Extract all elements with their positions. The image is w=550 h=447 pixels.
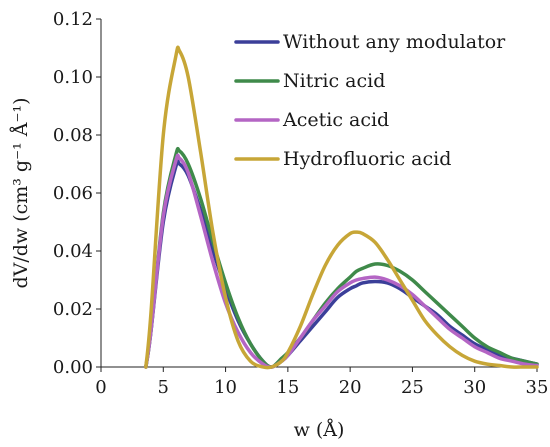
legend-label: Without any modulator [283, 31, 506, 53]
y-tick-label: 0.06 [53, 183, 93, 204]
x-tick-label: 15 [276, 377, 299, 398]
x-tick-label: 5 [158, 377, 169, 398]
x-tick-label: 0 [95, 377, 106, 398]
x-tick-label: 10 [214, 377, 237, 398]
y-tick-label: 0.12 [53, 9, 93, 30]
plot-area [144, 45, 539, 370]
x-axis-title: w (Å) [294, 419, 345, 441]
y-axis-title: dV/dw (cm³ g⁻¹ Å⁻¹) [10, 97, 32, 288]
legend-label: Acetic acid [282, 109, 389, 131]
y-tick-label: 0.10 [53, 67, 93, 88]
series-line-4 [144, 45, 539, 370]
series-line-1 [144, 159, 539, 369]
x-tick-label: 20 [339, 377, 362, 398]
series-line-2 [144, 146, 539, 369]
x-tick-label: 35 [526, 377, 549, 398]
y-tick-label: 0.02 [53, 299, 93, 320]
legend: Without any modulator Nitric acid Acetic a… [234, 31, 506, 170]
y-tick-label: 0.04 [53, 241, 93, 262]
axes [96, 18, 538, 372]
y-tick-label: 0.00 [53, 357, 93, 378]
tick-labels: 0.00 0.02 0.04 0.06 0.08 0.10 0.12 0 5 10 15 20 25 30… [53, 9, 549, 398]
legend-label: Hydrofluoric acid [283, 148, 451, 170]
legend-label: Nitric acid [283, 70, 385, 92]
series-line-3 [144, 153, 539, 369]
x-tick-label: 30 [463, 377, 486, 398]
y-tick-label: 0.08 [53, 125, 93, 146]
x-tick-label: 25 [401, 377, 424, 398]
